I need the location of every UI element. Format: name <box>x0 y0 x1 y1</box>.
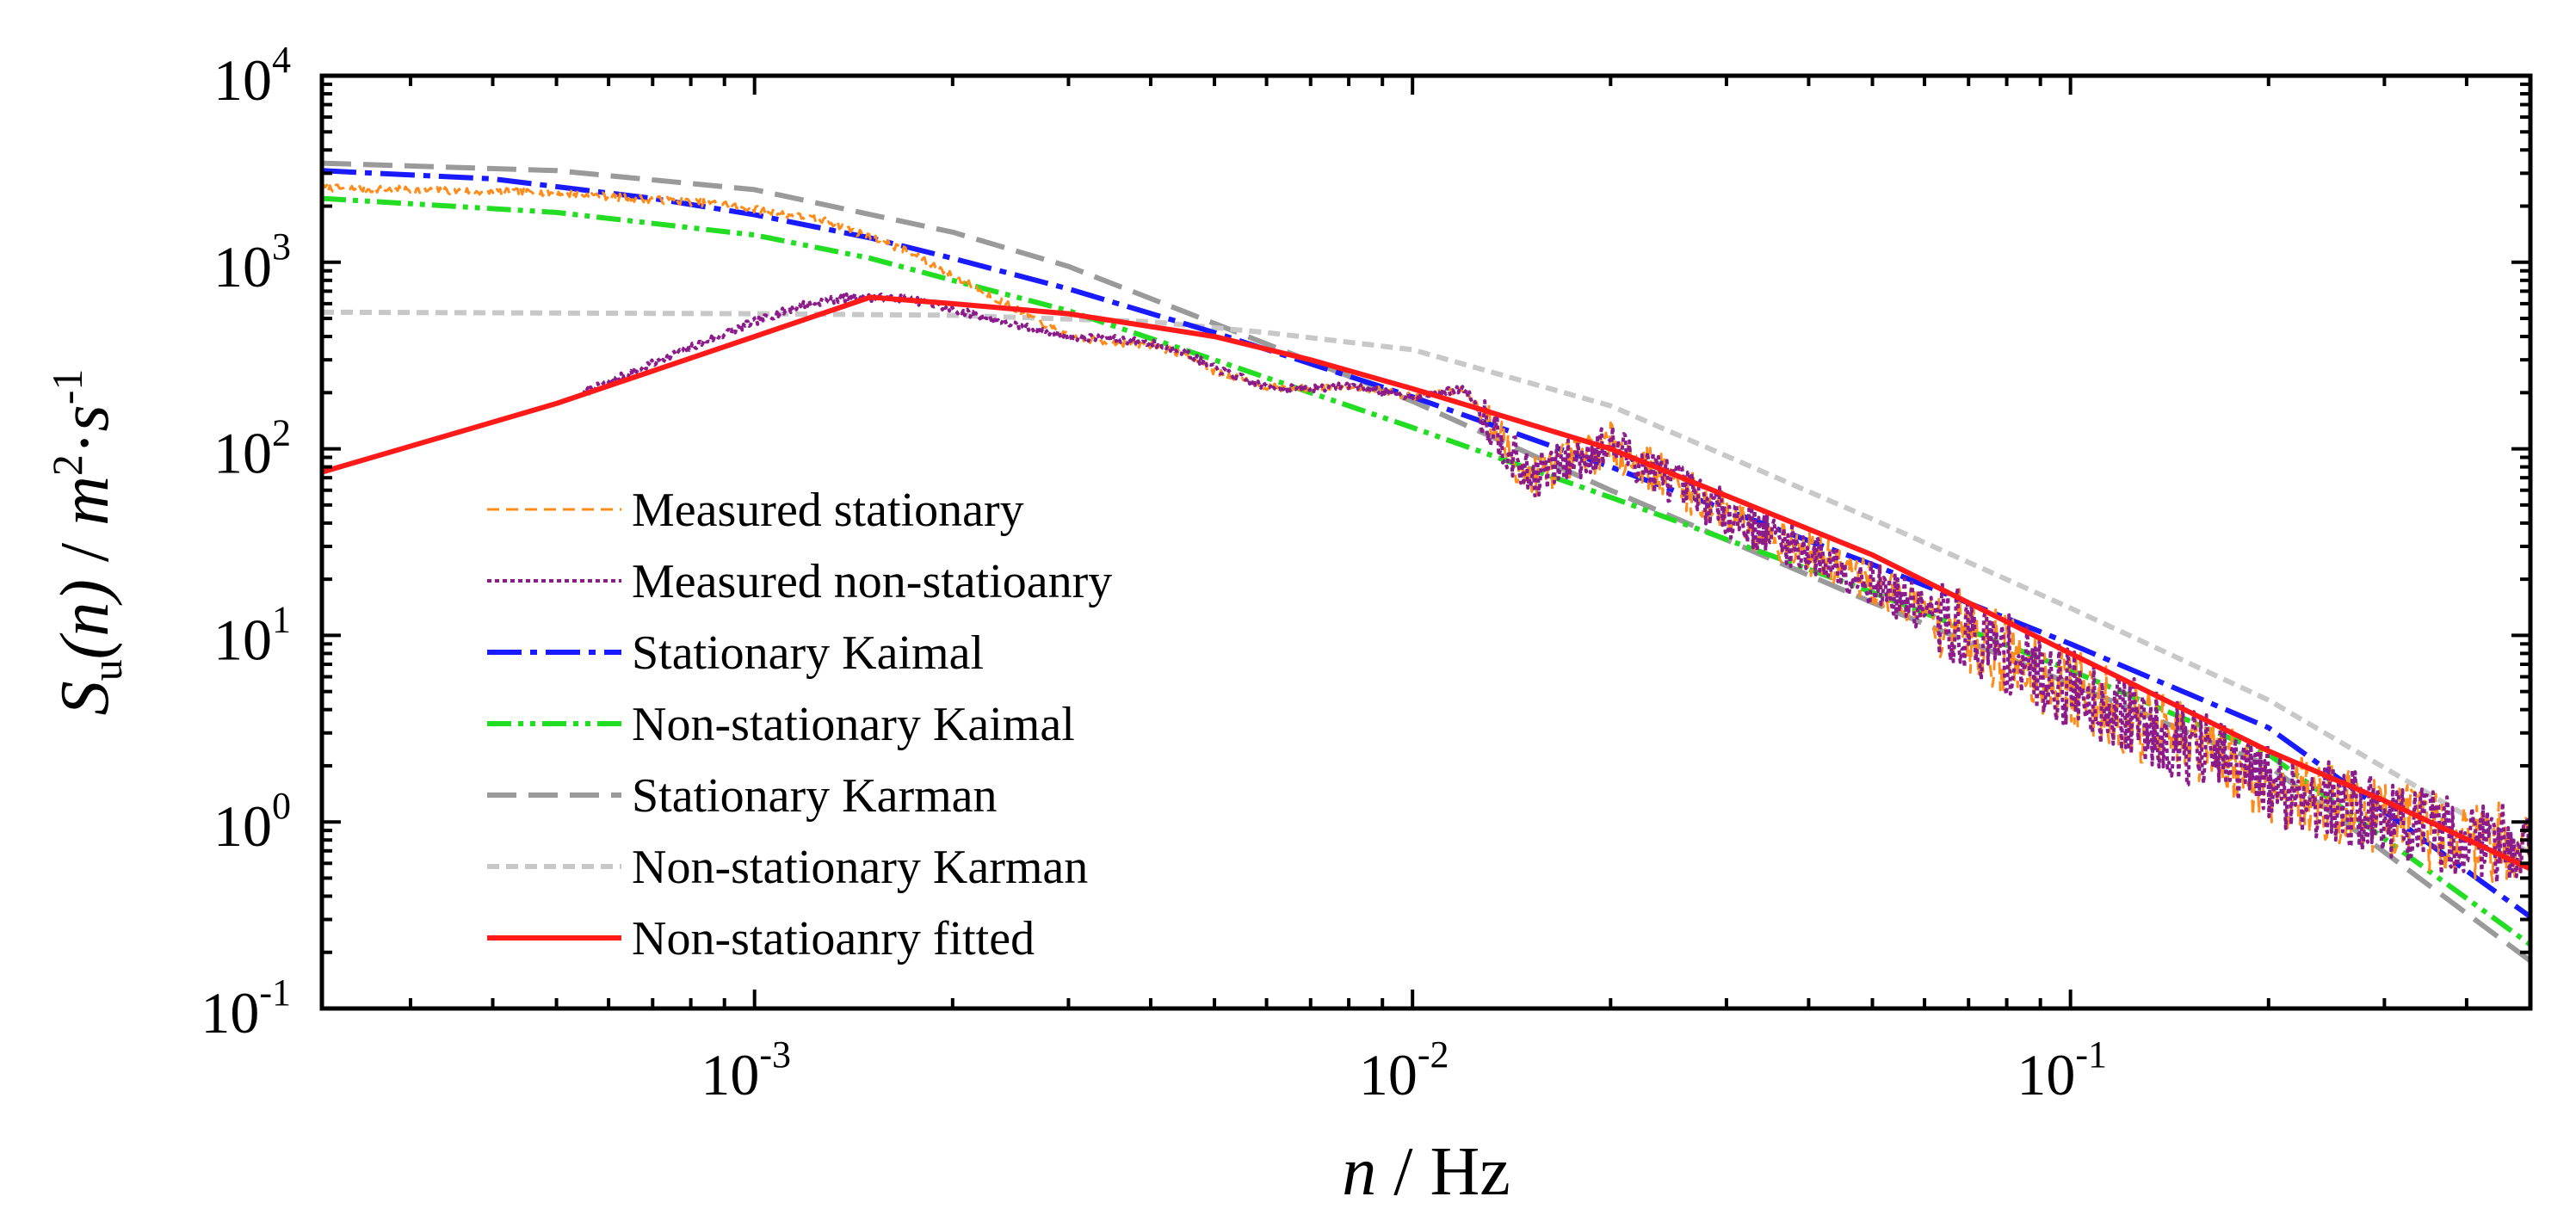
series-line <box>322 168 2530 919</box>
y-tick-label: 103 <box>213 225 291 299</box>
x-axis-ticks <box>408 76 2532 1008</box>
x-tick-label: 10-2 <box>1359 1033 1449 1107</box>
y-tick-label: 100 <box>213 785 291 859</box>
y-axis-label: Su(n) / m2·s-1 <box>43 369 131 716</box>
legend-label: Measured non-statioanry <box>632 555 1112 608</box>
plot-frame <box>319 73 2533 1011</box>
legend-label: Non-stationary Karman <box>632 841 1088 894</box>
y-axis-ticks <box>322 74 2530 1010</box>
x-tick-label: 10-1 <box>2017 1033 2107 1107</box>
x-tick-label: 10-3 <box>701 1033 791 1107</box>
series-line <box>322 195 2530 947</box>
legend-label: Stationary Kaimal <box>632 626 984 680</box>
legend-label: Measured stationary <box>632 484 1024 537</box>
y-tick-label: 101 <box>213 598 291 672</box>
legend-label: Non-stationary Kaimal <box>632 698 1075 751</box>
legend-label: Stationary Karman <box>632 769 998 823</box>
series-layer <box>322 160 2530 964</box>
x-axis-label: n / Hz <box>1342 1134 1510 1210</box>
y-axis-tick-labels: 10-1 100 101 102 103 104 <box>201 39 291 1045</box>
series-line <box>322 294 2530 872</box>
x-axis-tick-labels: 10-3 10-2 10-1 <box>701 1033 2107 1107</box>
legend-label: Non-statioanry fitted <box>632 912 1035 965</box>
legend: Measured stationary Measured non-statioan… <box>487 484 1112 965</box>
y-tick-label: 102 <box>213 412 291 486</box>
y-tick-label: 104 <box>213 39 291 113</box>
y-tick-label: 10-1 <box>201 971 291 1045</box>
